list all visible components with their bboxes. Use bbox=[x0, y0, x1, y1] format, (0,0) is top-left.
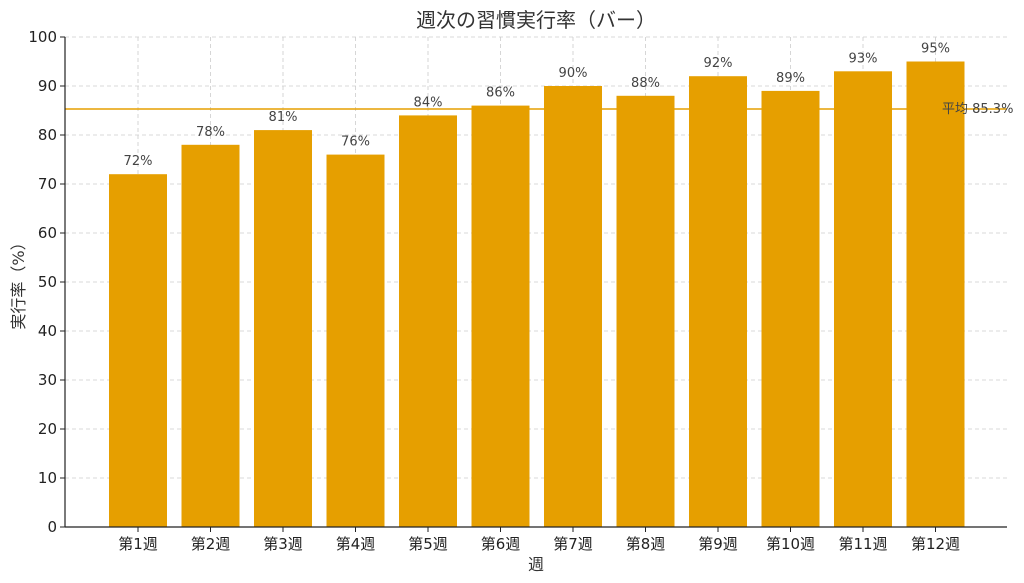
bar bbox=[906, 61, 965, 527]
bar-value-label: 78% bbox=[196, 125, 225, 140]
y-tick-label: 40 bbox=[38, 322, 57, 340]
x-tick-label: 第2週 bbox=[191, 535, 231, 553]
bar bbox=[109, 174, 167, 527]
bar bbox=[761, 90, 820, 528]
bar-value-label: 88% bbox=[631, 76, 660, 91]
x-axis-ticks: 第1週 第2週 第3週 第4週 第5週 第6週 第7週 第8週 第9週 第10週 第11週 第12週 bbox=[118, 527, 960, 553]
x-tick-label: 第7週 bbox=[553, 535, 593, 553]
y-axis-label: 実行率（%） bbox=[9, 234, 28, 329]
bar bbox=[834, 71, 892, 528]
bar bbox=[689, 76, 747, 527]
y-tick-label: 70 bbox=[38, 175, 57, 193]
y-tick-label: 10 bbox=[38, 469, 57, 487]
bar-value-label: 92% bbox=[704, 56, 733, 71]
x-tick-label: 第8週 bbox=[626, 535, 666, 553]
x-axis-label: 週 bbox=[528, 555, 544, 574]
x-tick-label: 第9週 bbox=[698, 535, 738, 553]
x-tick-label: 第6週 bbox=[481, 535, 521, 553]
x-tick-label: 第1週 bbox=[118, 535, 158, 553]
x-tick-label: 第4週 bbox=[336, 535, 376, 553]
x-tick-label: 第12週 bbox=[911, 535, 960, 553]
x-tick-label: 第10週 bbox=[766, 535, 815, 553]
average-line-group: 平均 85.3% bbox=[65, 102, 1013, 117]
y-axis-ticks: 0 10 20 30 40 50 60 70 80 90 100 bbox=[28, 28, 65, 536]
y-tick-label: 20 bbox=[38, 420, 57, 438]
bar bbox=[326, 154, 385, 527]
bar-series: 72% 78% 81% 76% 84% 86% 90% 88% 92% 89% 93% 95% bbox=[109, 42, 965, 528]
bar-value-label: 72% bbox=[124, 154, 153, 169]
bar-value-label: 81% bbox=[269, 110, 298, 125]
bar bbox=[181, 144, 240, 528]
bar bbox=[254, 130, 312, 527]
x-tick-label: 第5週 bbox=[408, 535, 448, 553]
x-tick-label: 第11週 bbox=[838, 535, 887, 553]
chart-title: 週次の習慣実行率（バー） bbox=[416, 8, 656, 32]
y-tick-label: 100 bbox=[28, 28, 57, 46]
y-tick-label: 90 bbox=[38, 77, 57, 95]
bar-value-label: 93% bbox=[849, 51, 878, 66]
bar bbox=[616, 95, 675, 528]
bar bbox=[399, 115, 457, 528]
bar-value-label: 84% bbox=[414, 95, 443, 110]
x-tick-label: 第3週 bbox=[263, 535, 303, 553]
bar-value-label: 86% bbox=[486, 86, 515, 101]
bar bbox=[471, 105, 530, 527]
bar-value-label: 89% bbox=[776, 71, 805, 86]
y-tick-label: 50 bbox=[38, 273, 57, 291]
y-tick-label: 30 bbox=[38, 371, 57, 389]
y-tick-label: 80 bbox=[38, 126, 57, 144]
y-tick-label: 0 bbox=[47, 518, 57, 536]
bar-value-label: 90% bbox=[559, 66, 588, 81]
y-tick-label: 60 bbox=[38, 224, 57, 242]
average-line-label: 平均 85.3% bbox=[942, 102, 1013, 117]
bar-value-label: 95% bbox=[921, 42, 950, 57]
bar-value-label: 76% bbox=[341, 135, 370, 150]
bar bbox=[544, 86, 602, 527]
